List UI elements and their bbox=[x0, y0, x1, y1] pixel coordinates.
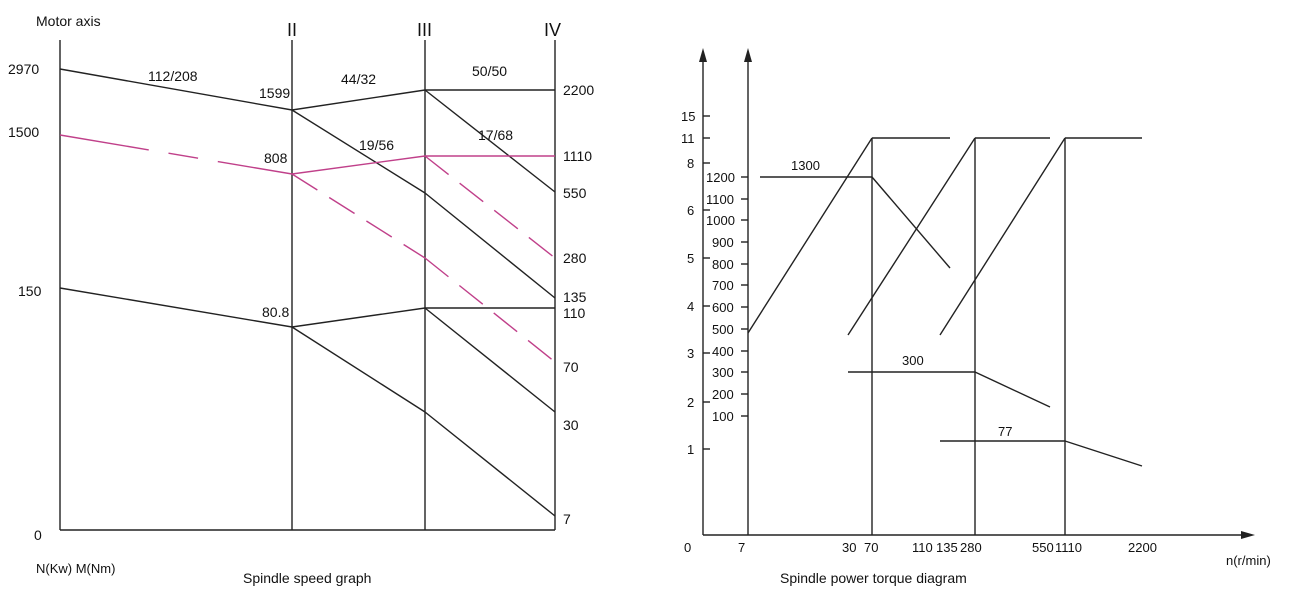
left-value-1500: 1500 bbox=[8, 124, 39, 140]
x-tick-1110: 1110 bbox=[1055, 540, 1082, 555]
torque-tick-1200: 1200 bbox=[706, 170, 735, 185]
speed-line-iii-to-135 bbox=[424, 192, 556, 299]
speed-line-808-to-iii bbox=[291, 173, 426, 259]
ratio-50-50: 50/50 bbox=[472, 63, 507, 79]
torque-axis-arrow bbox=[744, 48, 752, 62]
speed-line-high bbox=[59, 68, 555, 111]
torque-tick-600: 600 bbox=[712, 300, 734, 315]
torque-diagram-title: Spindle power torque diagram bbox=[780, 570, 967, 586]
shaft2-value-1599: 1599 bbox=[259, 85, 290, 101]
torque-tick-500: 500 bbox=[712, 322, 734, 337]
torque-falloff-1 bbox=[871, 176, 951, 269]
x-tick-550: 550 bbox=[1032, 540, 1054, 555]
torque-falloff-2 bbox=[974, 371, 1051, 408]
x-tick-7: 7 bbox=[738, 540, 745, 555]
speed-graph-labels: Motor axis II III IV 2970 1500 150 0 159… bbox=[8, 13, 594, 586]
torque-tick-700: 700 bbox=[712, 278, 734, 293]
x-tick-110: 110 bbox=[912, 540, 933, 555]
output-speed-7: 7 bbox=[563, 511, 571, 527]
speed-line-iii-to-70 bbox=[424, 257, 556, 363]
left-value-2970: 2970 bbox=[8, 61, 39, 77]
torque-label-77: 77 bbox=[998, 424, 1012, 439]
torque-tick-1000: 1000 bbox=[706, 213, 735, 228]
torque-tick-400: 400 bbox=[712, 344, 734, 359]
power-tick-15: 15 bbox=[681, 109, 695, 124]
speed-line-mid bbox=[59, 134, 555, 175]
torque-axis-ticks bbox=[741, 176, 748, 417]
output-speed-280: 280 bbox=[563, 250, 587, 266]
torque-tick-100: 100 bbox=[712, 409, 734, 424]
torque-tick-900: 900 bbox=[712, 235, 734, 250]
torque-tick-300: 300 bbox=[712, 365, 734, 380]
shaft-label-ii: II bbox=[287, 20, 297, 40]
torque-tick-800: 800 bbox=[712, 257, 734, 272]
speed-line-iii-to-30 bbox=[424, 307, 556, 413]
power-tick-8: 8 bbox=[687, 156, 694, 171]
speed-graph-title: Spindle speed graph bbox=[243, 570, 371, 586]
left-value-150: 150 bbox=[18, 283, 42, 299]
speed-x-axis-arrow bbox=[1241, 531, 1255, 539]
power-tick-1: 1 bbox=[687, 442, 694, 457]
output-speed-30: 30 bbox=[563, 417, 579, 433]
x-tick-280: 280 bbox=[960, 540, 982, 555]
torque-label-1300: 1300 bbox=[791, 158, 820, 173]
power-tick-5: 5 bbox=[687, 251, 694, 266]
unit-label: N(Kw) M(Nm) bbox=[36, 561, 115, 576]
speed-line-1599-to-550 bbox=[291, 109, 426, 194]
power-torque-diagram bbox=[699, 48, 1255, 539]
speed-line-iii-to-7 bbox=[424, 411, 556, 517]
x-tick-135: 135 bbox=[936, 540, 958, 555]
ratio-19-56: 19/56 bbox=[359, 137, 394, 153]
motor-axis-label: Motor axis bbox=[36, 13, 101, 29]
power-tick-3: 3 bbox=[687, 346, 694, 361]
speed-line-iii-to-280 bbox=[424, 155, 556, 259]
ratio-44-32: 44/32 bbox=[341, 71, 376, 87]
torque-tick-1100: 1100 bbox=[706, 192, 734, 207]
power-ramp-2 bbox=[847, 137, 976, 336]
speed-line-80-to-iii bbox=[291, 326, 426, 413]
shaft-label-iii: III bbox=[417, 20, 432, 40]
output-speed-110: 110 bbox=[563, 305, 586, 321]
x-tick-0: 0 bbox=[684, 540, 691, 555]
output-speed-1110: 1110 bbox=[563, 148, 592, 164]
power-ramp-1 bbox=[747, 137, 873, 334]
power-tick-11: 11 bbox=[681, 131, 695, 146]
power-tick-2: 2 bbox=[687, 395, 694, 410]
spindle-speed-graph bbox=[59, 40, 556, 531]
torque-label-300: 300 bbox=[902, 353, 924, 368]
power-tick-6: 6 bbox=[687, 203, 694, 218]
origin-label-left: 0 bbox=[34, 527, 42, 543]
power-axis-ticks bbox=[703, 115, 710, 450]
output-speed-70: 70 bbox=[563, 359, 579, 375]
output-speed-550: 550 bbox=[563, 185, 587, 201]
ratio-112-208: 112/208 bbox=[148, 68, 198, 84]
speed-line-iii-to-550 bbox=[424, 89, 556, 193]
output-speed-135: 135 bbox=[563, 289, 587, 305]
x-tick-70: 70 bbox=[864, 540, 878, 555]
shaft-label-iv: IV bbox=[544, 20, 561, 40]
torque-tick-200: 200 bbox=[712, 387, 734, 402]
x-tick-30: 30 bbox=[842, 540, 856, 555]
power-axis-arrow bbox=[699, 48, 707, 62]
torque-falloff-3 bbox=[1064, 440, 1143, 467]
speed-line-low bbox=[59, 287, 555, 328]
x-axis-label: n(r/min) bbox=[1226, 553, 1271, 568]
shaft2-value-808: 808 bbox=[264, 150, 288, 166]
output-speed-2200: 2200 bbox=[563, 82, 594, 98]
power-ramp-3 bbox=[939, 137, 1066, 336]
shaft2-value-80: 80.8 bbox=[262, 304, 289, 320]
ratio-17-68: 17/68 bbox=[478, 127, 513, 143]
torque-diagram-labels: 15 11 8 6 5 4 3 2 1 1200 1100 1000 900 8… bbox=[681, 109, 1271, 586]
x-tick-2200: 2200 bbox=[1128, 540, 1157, 555]
power-tick-4: 4 bbox=[687, 299, 694, 314]
